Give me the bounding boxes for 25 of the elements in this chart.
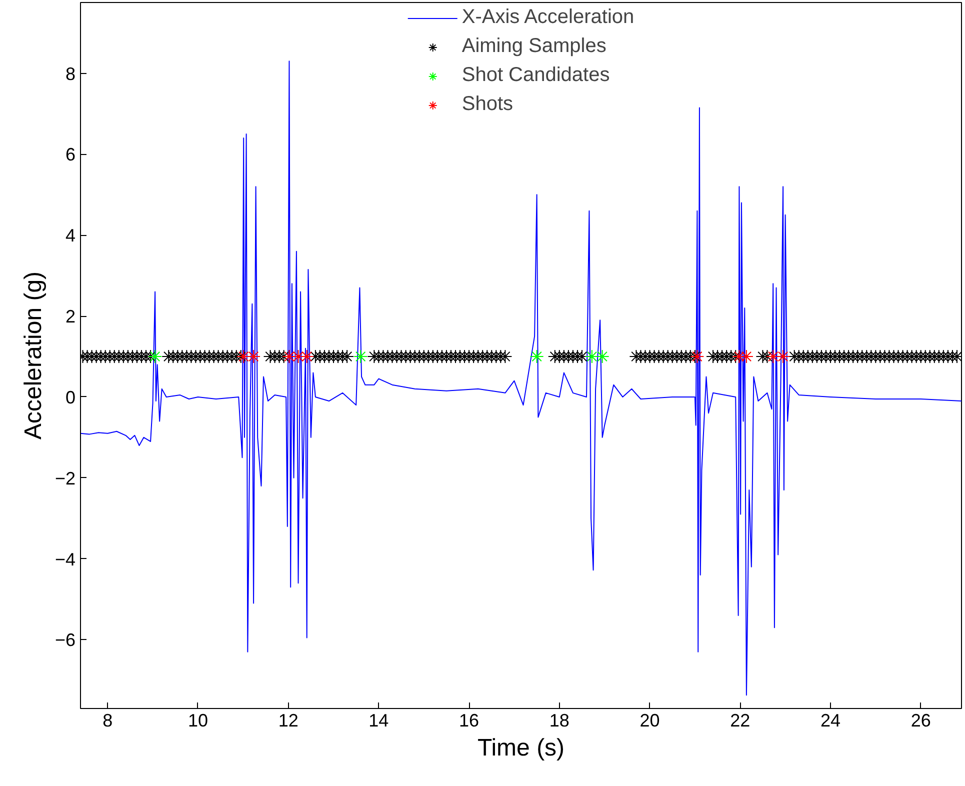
y-tick-label: −2 <box>54 468 76 488</box>
legend-label: Shot Candidates <box>462 64 610 87</box>
x-tick-label: 26 <box>910 710 931 730</box>
x-axis-title: Time (s) <box>477 734 565 762</box>
x-tick-label: 18 <box>549 710 570 730</box>
y-tick-label: −4 <box>54 549 76 570</box>
y-tick-label: 8 <box>65 64 76 84</box>
x-tick-label: 20 <box>640 710 660 730</box>
x-tick-label: 24 <box>820 710 840 730</box>
line-series <box>80 60 962 696</box>
x-tick-label: 14 <box>368 710 389 730</box>
x-tick-label: 12 <box>278 710 298 730</box>
legend-label: Shots <box>462 93 514 116</box>
y-tick-label: −6 <box>54 630 76 650</box>
y-axis-title: Acceleration (g) <box>20 271 47 440</box>
x-tick-label: 16 <box>459 710 480 730</box>
y-tick-label: 0 <box>65 387 76 408</box>
y-tick-label: 2 <box>65 306 76 327</box>
legend-label: X-Axis Acceleration <box>462 6 634 29</box>
x-tick-label: 8 <box>102 710 113 730</box>
x-tick-label: 22 <box>730 710 750 730</box>
y-tick-label: 4 <box>65 226 76 246</box>
legend-label: Aiming Samples <box>462 35 606 58</box>
y-tick-label: 6 <box>65 144 76 165</box>
x-tick-label: 10 <box>188 710 208 730</box>
